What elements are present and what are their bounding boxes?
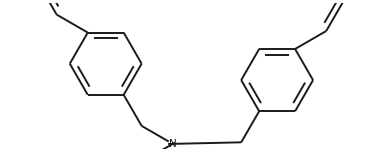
- Text: N: N: [169, 139, 177, 149]
